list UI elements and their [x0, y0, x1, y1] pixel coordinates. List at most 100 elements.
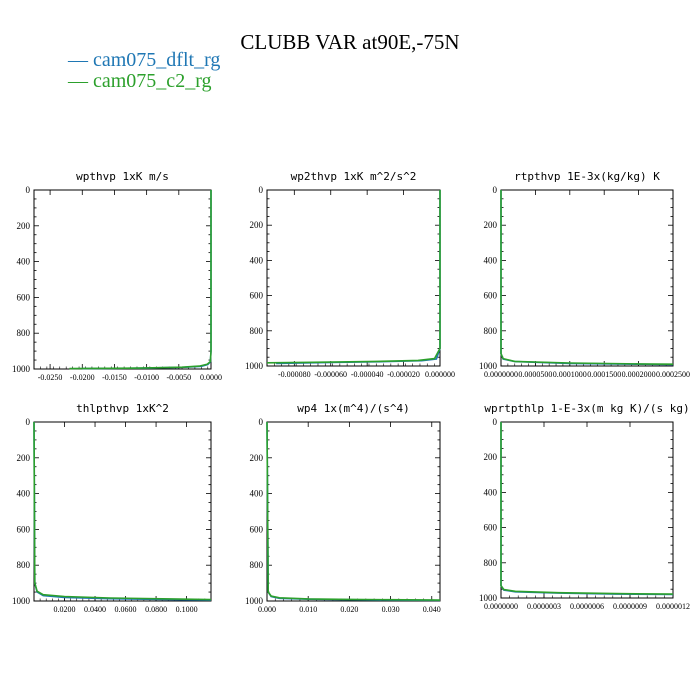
x-tick-label: 0.0000003 — [527, 602, 561, 611]
x-tick-label: 0.0000000 — [484, 602, 518, 611]
series-line-dflt — [500, 422, 674, 596]
x-tick-label: 0.010 — [299, 605, 317, 614]
x-tick-label: 0.0001500 — [587, 370, 621, 379]
x-tick-label: 0.0002500 — [656, 370, 690, 379]
series-line-dflt — [276, 190, 441, 365]
x-tick-label: 0.0600 — [115, 605, 137, 614]
series-line-dflt — [33, 421, 212, 601]
figure-title: CLUBB VAR at90E,-75N — [240, 30, 460, 54]
panel-4: thlpthvp 1xK^2 0 200 400 600 800 1000 0.0200 0.0… — [12, 402, 212, 614]
x-tick-label: -0.000020 — [387, 370, 420, 379]
panel-title: wp2thvp 1xK m^2/s^2 — [291, 170, 417, 183]
y-tick-label: 400 — [484, 255, 498, 265]
y-tick-label: 0 — [493, 185, 498, 195]
y-tick-label: 800 — [17, 328, 31, 338]
x-tick-label: -0.0050 — [166, 373, 191, 382]
y-tick-label: 200 — [484, 452, 498, 462]
y-tick-label: 0 — [259, 185, 264, 195]
x-tick-label: 0.020 — [340, 605, 358, 614]
x-tick-label: -0.000080 — [278, 370, 311, 379]
x-tick-label: -0.000040 — [351, 370, 384, 379]
plot-frame — [266, 189, 441, 367]
x-tick-label: 0.0000500 — [518, 370, 552, 379]
y-tick-label: 1000 — [12, 364, 31, 374]
series-line-dflt — [82, 190, 212, 370]
x-tick-label: 0.0001000 — [553, 370, 587, 379]
legend: — cam075_dflt_rg — cam075_c2_rg — [68, 50, 220, 92]
plot-frame — [33, 189, 212, 370]
x-tick-label: 0.000 — [258, 605, 276, 614]
y-tick-label: 400 — [250, 489, 264, 499]
y-tick-label: 400 — [484, 487, 498, 497]
y-tick-label: 600 — [250, 524, 264, 534]
x-tick-label: 0.0400 — [84, 605, 106, 614]
y-tick-label: 800 — [250, 560, 264, 570]
x-tick-label: 0.040 — [423, 605, 441, 614]
series-line-c2 — [266, 190, 441, 364]
series-line-dflt — [500, 190, 674, 366]
panel-2: wp2thvp 1xK m^2/s^2 0 200 400 600 800 1000 -0.0… — [245, 170, 455, 379]
legend-label: cam075_c2_rg — [93, 70, 212, 92]
panel-title: rtpthvp 1E-3x(kg/kg) K — [514, 170, 660, 183]
y-tick-label: 400 — [17, 257, 31, 267]
x-tick-label: 0.0000009 — [613, 602, 647, 611]
panel-title: wprtpthlp 1-E-3x(m kg K)/(s kg) — [484, 402, 689, 415]
plot-frame — [500, 189, 674, 367]
x-tick-label: 0.000000 — [425, 370, 455, 379]
y-tick-label: 0 — [26, 417, 31, 427]
series-line-dflt — [266, 421, 441, 602]
y-tick-label: 400 — [250, 255, 264, 265]
panel-title: wpthvp 1xK m/s — [76, 170, 169, 183]
legend-line-glyph: — — [68, 49, 93, 71]
plot-frame — [33, 421, 212, 602]
y-tick-label: 200 — [250, 220, 264, 230]
y-tick-label: 800 — [484, 558, 498, 568]
panel-3: rtpthvp 1E-3x(kg/kg) K020040060080010000… — [479, 170, 690, 379]
y-tick-label: 800 — [17, 560, 31, 570]
legend-entry-c2: — cam075_c2_rg — [68, 71, 220, 92]
y-tick-label: 1000 — [12, 596, 31, 606]
series-line-c2 — [69, 190, 212, 370]
y-tick-label: 200 — [17, 453, 31, 463]
y-tick-label: 600 — [17, 292, 31, 302]
series-line-c2 — [266, 421, 441, 601]
x-tick-label: 0.0000012 — [656, 602, 690, 611]
y-tick-label: 400 — [17, 489, 31, 499]
series-line-c2 — [500, 422, 674, 595]
y-tick-label: 600 — [484, 291, 498, 301]
x-tick-label: -0.0250 — [38, 373, 63, 382]
y-tick-label: 1000 — [479, 361, 498, 371]
x-tick-label: 0.0000000 — [484, 370, 518, 379]
series-line-c2 — [500, 190, 674, 365]
panel-title: thlpthvp 1xK^2 — [76, 402, 169, 415]
legend-line-glyph: — — [68, 70, 93, 92]
x-tick-label: 0.0000 — [200, 373, 222, 382]
x-tick-label: 0.1000 — [176, 605, 198, 614]
x-tick-label: -0.0100 — [134, 373, 159, 382]
plot-frame — [266, 421, 441, 602]
y-tick-label: 1000 — [245, 361, 264, 371]
plot-frame — [500, 421, 674, 599]
x-tick-label: 0.030 — [382, 605, 400, 614]
x-tick-label: 0.0002000 — [622, 370, 656, 379]
x-tick-label: -0.000060 — [314, 370, 347, 379]
y-tick-label: 600 — [250, 291, 264, 301]
y-tick-label: 200 — [484, 220, 498, 230]
y-tick-label: 0 — [259, 417, 264, 427]
y-tick-label: 800 — [250, 326, 264, 336]
y-tick-label: 0 — [26, 185, 31, 195]
y-tick-label: 600 — [17, 524, 31, 534]
panel-6: wprtpthlp 1-E-3x(m kg K)/(s kg) 0 200 400 60… — [479, 402, 690, 611]
x-tick-label: 0.0800 — [145, 605, 167, 614]
legend-label: cam075_dflt_rg — [93, 49, 221, 71]
y-tick-label: 1000 — [479, 593, 498, 603]
x-tick-label: -0.0200 — [70, 373, 95, 382]
y-tick-label: 0 — [493, 417, 498, 427]
y-tick-label: 800 — [484, 326, 498, 336]
x-tick-label: 0.0000006 — [570, 602, 604, 611]
legend-entry-dflt: — cam075_dflt_rg — [68, 50, 220, 71]
x-tick-label: 0.0200 — [54, 605, 76, 614]
